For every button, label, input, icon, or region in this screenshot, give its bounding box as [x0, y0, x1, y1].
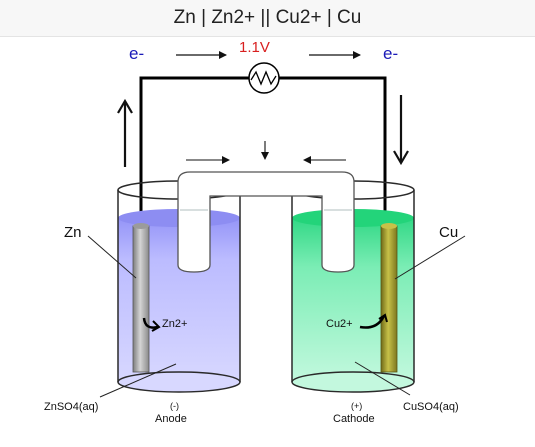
- anode-name-label: Anode: [155, 413, 187, 425]
- copper-electrode: [381, 223, 397, 372]
- electron-flow-arrow-up: [118, 101, 132, 167]
- anode-solution-label: ZnSO4(aq): [44, 401, 98, 413]
- anode-ion-label: Zn2+: [162, 318, 187, 330]
- cathode-name-label: Cathode: [333, 413, 375, 425]
- anode-metal-label: Zn: [64, 224, 82, 241]
- diagram-title: Zn | Zn2+ || Cu2+ | Cu: [0, 0, 535, 37]
- voltage-label: 1.1V: [239, 39, 270, 56]
- anode-sign-label: (-): [170, 401, 179, 411]
- salt-bridge: [178, 172, 354, 272]
- electron-label-right: e-: [383, 44, 398, 64]
- cathode-sign-label: (+): [351, 401, 362, 411]
- electron-label-left: e-: [129, 44, 144, 64]
- galvanic-cell-diagram: e- 1.1V e- Zn Cu Zn2+ Cu2+ ZnSO4(aq) (-)…: [0, 37, 535, 447]
- cathode-ion-label: Cu2+: [326, 318, 353, 330]
- electron-flow-arrow-down: [394, 95, 408, 163]
- cathode-metal-label: Cu: [439, 224, 458, 241]
- cathode-solution-label: CuSO4(aq): [403, 401, 459, 413]
- zinc-electrode: [133, 223, 149, 372]
- cell-drawing: [0, 37, 535, 447]
- voltmeter-icon: [249, 63, 279, 93]
